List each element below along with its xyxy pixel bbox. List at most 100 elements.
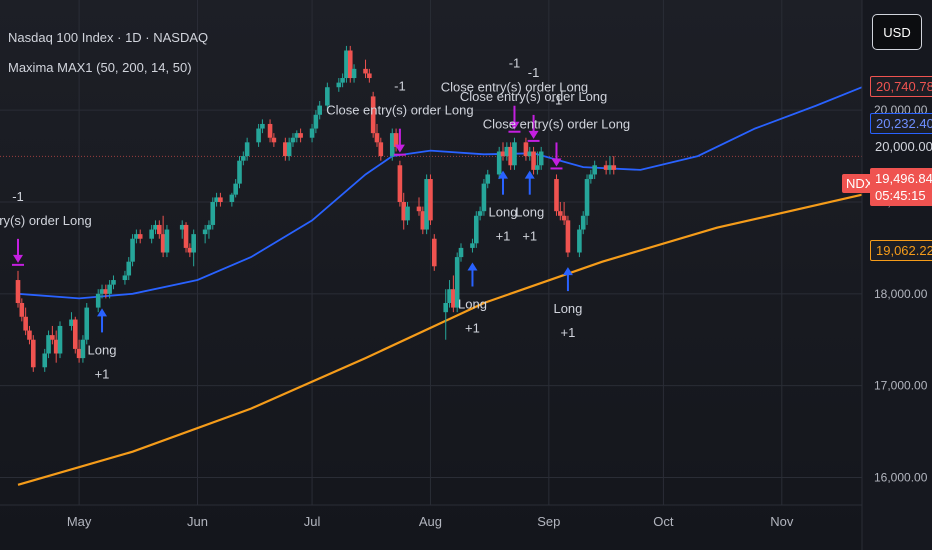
candle-body bbox=[454, 257, 460, 308]
candle bbox=[565, 215, 571, 258]
currency-button[interactable]: USD bbox=[872, 14, 922, 50]
close-qty: -1 bbox=[394, 79, 406, 94]
candle-body bbox=[325, 87, 330, 106]
candle bbox=[588, 169, 594, 184]
candle bbox=[137, 229, 143, 244]
candle-body bbox=[424, 179, 429, 230]
candle-body bbox=[130, 238, 135, 262]
close-arrow-head bbox=[509, 121, 520, 130]
candle-body bbox=[160, 234, 166, 253]
candle-body bbox=[451, 289, 456, 308]
candle bbox=[347, 45, 353, 83]
x-tick-label: Jun bbox=[187, 514, 208, 529]
long-arrow-head bbox=[97, 308, 108, 317]
candle bbox=[405, 202, 410, 225]
candle-body bbox=[122, 275, 128, 281]
candle-body bbox=[260, 123, 265, 129]
candle-body bbox=[19, 303, 25, 317]
candle bbox=[111, 275, 116, 290]
long-signal bbox=[97, 308, 108, 333]
indicator-label[interactable]: Maxima MAX1 (50, 200, 14, 50) bbox=[8, 60, 192, 75]
close-signal bbox=[550, 142, 563, 170]
close-label: Close entry(s) order Long bbox=[326, 103, 473, 118]
close-signal bbox=[508, 105, 521, 133]
candle-body bbox=[69, 319, 74, 326]
x-tick-label: Sep bbox=[537, 514, 560, 529]
candle bbox=[420, 206, 426, 235]
candle bbox=[336, 78, 342, 92]
long-label: Long bbox=[489, 205, 518, 220]
candle-body bbox=[584, 179, 590, 216]
candle-body bbox=[134, 234, 139, 239]
candle bbox=[580, 211, 586, 235]
long-arrow-head bbox=[498, 170, 509, 179]
candle bbox=[500, 142, 506, 161]
candle-body bbox=[218, 197, 223, 202]
candle-body bbox=[561, 215, 567, 221]
candle-body bbox=[111, 280, 116, 285]
candle-body bbox=[577, 229, 582, 253]
long-arrow-head bbox=[467, 262, 478, 271]
symbol-tag: NDX bbox=[842, 174, 878, 193]
candle bbox=[473, 211, 479, 248]
candle-body bbox=[256, 128, 261, 143]
close-arrow-head bbox=[528, 130, 539, 139]
candle-body bbox=[588, 174, 594, 180]
candle bbox=[592, 160, 597, 180]
candle bbox=[76, 339, 82, 363]
candle-body bbox=[50, 335, 55, 340]
candle-body bbox=[405, 206, 410, 221]
candle bbox=[69, 312, 74, 331]
long-qty: +1 bbox=[95, 366, 110, 381]
candle-body bbox=[603, 165, 609, 170]
candle-body bbox=[290, 137, 296, 143]
chart-title[interactable]: Nasdaq 100 Index · 1D · NASDAQ bbox=[8, 30, 209, 45]
candle bbox=[512, 137, 517, 170]
candle bbox=[237, 156, 242, 189]
candle bbox=[19, 298, 25, 322]
candle bbox=[283, 137, 288, 161]
candle bbox=[554, 174, 559, 216]
candle-body bbox=[317, 105, 323, 115]
candle-body bbox=[214, 197, 219, 202]
candle-body bbox=[458, 247, 464, 258]
x-tick-label: Jul bbox=[304, 514, 321, 529]
candle-body bbox=[107, 284, 112, 294]
candle-body bbox=[527, 151, 533, 157]
candle bbox=[244, 137, 250, 161]
candle bbox=[344, 45, 349, 83]
candle-body bbox=[431, 238, 437, 267]
candle bbox=[202, 224, 208, 244]
candle-body bbox=[313, 114, 319, 129]
candle-body bbox=[565, 220, 571, 253]
candle bbox=[153, 220, 158, 235]
candle bbox=[241, 151, 246, 166]
candle bbox=[294, 130, 300, 143]
close-label: Close entry(s) order Long bbox=[441, 80, 588, 95]
candle-body bbox=[351, 68, 357, 79]
candle-body bbox=[206, 224, 212, 230]
candle-body bbox=[42, 353, 48, 368]
candle-body bbox=[187, 247, 193, 253]
candle-body bbox=[557, 211, 563, 216]
candle bbox=[134, 229, 139, 244]
candle-body bbox=[611, 165, 617, 170]
candle-body bbox=[283, 142, 288, 157]
candle-body bbox=[580, 215, 586, 230]
candle bbox=[431, 234, 437, 271]
candle bbox=[72, 316, 78, 354]
candle-body bbox=[531, 151, 536, 170]
candle bbox=[46, 330, 51, 359]
candle-body bbox=[153, 224, 158, 230]
long-label: Long bbox=[458, 297, 487, 312]
candle bbox=[325, 82, 330, 111]
candle-body bbox=[294, 133, 300, 138]
candle bbox=[477, 206, 483, 221]
candle-body bbox=[538, 151, 544, 166]
close-label: Close entry(s) order Long bbox=[483, 116, 630, 131]
candle bbox=[130, 234, 135, 267]
x-tick-label: May bbox=[67, 514, 92, 529]
candle bbox=[527, 146, 533, 161]
candle bbox=[443, 289, 449, 340]
